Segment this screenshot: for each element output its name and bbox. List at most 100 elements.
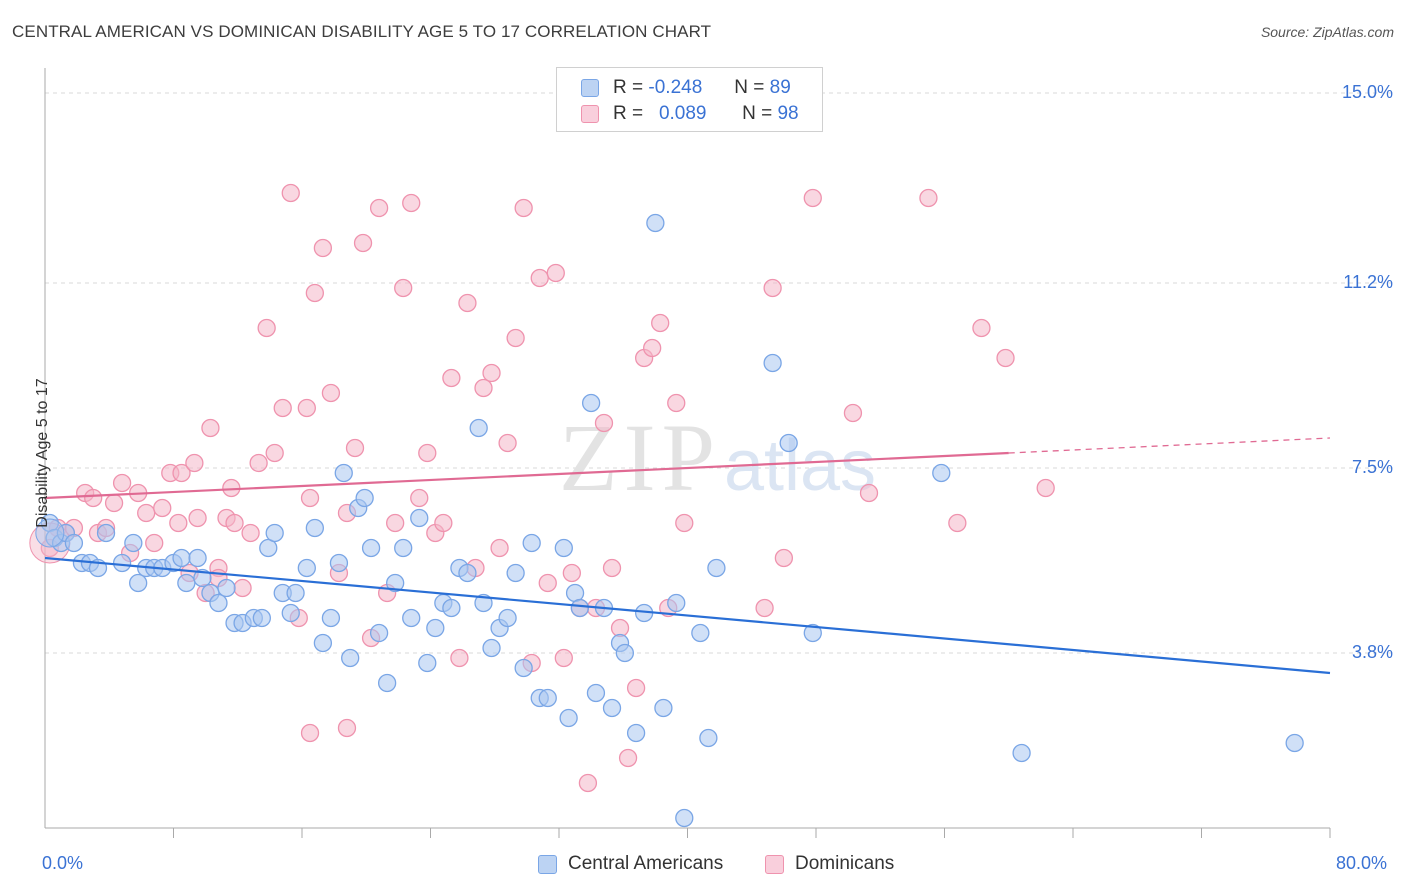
data-point-dominicans bbox=[201, 418, 220, 438]
data-point-dominicans bbox=[774, 548, 794, 568]
data-point-dominicans bbox=[474, 378, 493, 398]
data-point-dominicans bbox=[498, 433, 517, 453]
data-point-central-americans bbox=[410, 508, 429, 528]
data-point-dominicans bbox=[506, 328, 525, 348]
axes bbox=[44, 68, 1331, 838]
trend-line-dominicans-extension bbox=[1008, 437, 1331, 454]
data-point-dominicans bbox=[530, 268, 549, 288]
data-point-central-americans bbox=[779, 433, 798, 453]
data-point-central-americans bbox=[402, 608, 421, 628]
data-point-dominicans bbox=[386, 513, 405, 533]
data-point-dominicans bbox=[562, 563, 581, 583]
data-point-dominicans bbox=[249, 453, 268, 473]
data-point-central-americans bbox=[193, 568, 212, 588]
data-point-dominicans bbox=[651, 313, 670, 333]
data-point-dominicans bbox=[972, 318, 991, 338]
data-point-dominicans bbox=[410, 488, 429, 508]
data-point-central-americans bbox=[763, 353, 782, 373]
legend-row-dominicans: R = 0.089 N = 98 bbox=[581, 102, 799, 126]
correlation-legend: R = -0.248 N = 89 R = 0.089 N = 98 bbox=[556, 67, 823, 132]
data-point-dominicans bbox=[490, 538, 509, 558]
data-point-central-americans bbox=[498, 608, 517, 628]
data-point-dominicans bbox=[1036, 478, 1055, 498]
legend-swatch-blue bbox=[581, 79, 599, 97]
data-point-dominicans bbox=[626, 678, 646, 698]
data-point-central-americans bbox=[691, 623, 710, 643]
trend-lines bbox=[44, 437, 1331, 675]
y-tick-label: 3.8% bbox=[1351, 642, 1393, 662]
data-point-central-americans bbox=[522, 533, 541, 553]
data-point-dominicans bbox=[297, 398, 316, 418]
legend-r-value: -0.248 bbox=[648, 77, 703, 98]
data-point-central-americans bbox=[386, 573, 405, 593]
data-point-central-americans bbox=[64, 533, 84, 553]
data-point-central-americans bbox=[581, 393, 601, 413]
data-point-central-americans bbox=[469, 418, 488, 438]
data-point-central-americans bbox=[442, 598, 461, 618]
data-point-dominicans bbox=[394, 278, 413, 298]
data-point-central-americans bbox=[586, 683, 606, 703]
data-point-dominicans bbox=[84, 488, 103, 508]
data-point-central-americans bbox=[570, 598, 590, 618]
data-point-central-americans bbox=[124, 533, 143, 553]
legend-n-value: 89 bbox=[769, 77, 791, 98]
data-point-dominicans bbox=[137, 503, 156, 523]
data-point-central-americans bbox=[474, 593, 493, 613]
trend-line-dominicans bbox=[44, 451, 1009, 500]
data-point-dominicans bbox=[369, 198, 389, 218]
data-point-dominicans bbox=[353, 233, 373, 253]
data-point-dominicans bbox=[313, 238, 333, 258]
data-point-central-americans bbox=[96, 523, 116, 543]
y-tick-label: 11.2% bbox=[1343, 272, 1393, 292]
data-point-dominicans bbox=[667, 393, 686, 413]
data-point-dominicans bbox=[434, 513, 453, 533]
data-point-central-americans bbox=[615, 643, 635, 663]
data-point-dominicans bbox=[265, 443, 284, 463]
data-point-dominicans bbox=[112, 473, 132, 493]
data-point-central-americans bbox=[932, 463, 951, 483]
data-point-dominicans bbox=[305, 283, 325, 303]
data-point-central-americans bbox=[675, 808, 694, 828]
x-tick-label-max: 80.0% bbox=[1336, 853, 1388, 873]
data-point-dominicans bbox=[104, 493, 124, 513]
bottom-legend-central-americans: Central Americans bbox=[538, 851, 723, 877]
data-point-central-americans bbox=[321, 608, 341, 628]
x-tick-label-min: 0.0% bbox=[42, 853, 84, 873]
data-point-dominicans bbox=[919, 188, 938, 208]
data-point-dominicans bbox=[482, 363, 501, 383]
data-point-dominicans bbox=[450, 648, 469, 668]
data-point-central-americans bbox=[329, 553, 349, 573]
data-point-dominicans bbox=[675, 513, 694, 533]
legend-n-label: N = bbox=[742, 103, 773, 124]
data-point-central-americans bbox=[334, 463, 353, 483]
data-point-dominicans bbox=[843, 403, 863, 423]
data-point-central-americans bbox=[418, 653, 437, 673]
data-point-dominicans bbox=[225, 513, 244, 533]
data-point-central-americans bbox=[1285, 733, 1304, 753]
data-point-central-americans bbox=[313, 633, 333, 653]
y-tick-label: 7.5% bbox=[1351, 457, 1393, 477]
data-point-dominicans bbox=[300, 723, 320, 743]
watermark-zip: ZIP bbox=[559, 404, 721, 511]
data-point-central-americans bbox=[394, 538, 413, 558]
data-point-central-americans bbox=[341, 648, 360, 668]
data-point-central-americans bbox=[281, 603, 300, 623]
data-point-dominicans bbox=[233, 578, 252, 598]
data-point-central-americans bbox=[538, 688, 557, 708]
data-point-dominicans bbox=[602, 558, 622, 578]
y-tick-label: 15.0% bbox=[1341, 82, 1393, 102]
data-point-dominicans bbox=[554, 648, 573, 668]
data-point-dominicans bbox=[442, 368, 461, 388]
grid-lines bbox=[45, 92, 1392, 654]
data-point-central-americans bbox=[217, 578, 236, 598]
source-label: Source: ZipAtlas.com bbox=[1260, 24, 1394, 40]
data-point-central-americans bbox=[305, 518, 325, 538]
data-point-dominicans bbox=[172, 463, 191, 483]
legend-r-value: 0.089 bbox=[658, 103, 707, 124]
legend-n-label: N = bbox=[734, 77, 765, 98]
data-point-dominicans bbox=[418, 443, 437, 463]
series-central-americans bbox=[35, 213, 1304, 828]
data-point-dominicans bbox=[514, 198, 533, 218]
data-point-central-americans bbox=[707, 558, 726, 578]
